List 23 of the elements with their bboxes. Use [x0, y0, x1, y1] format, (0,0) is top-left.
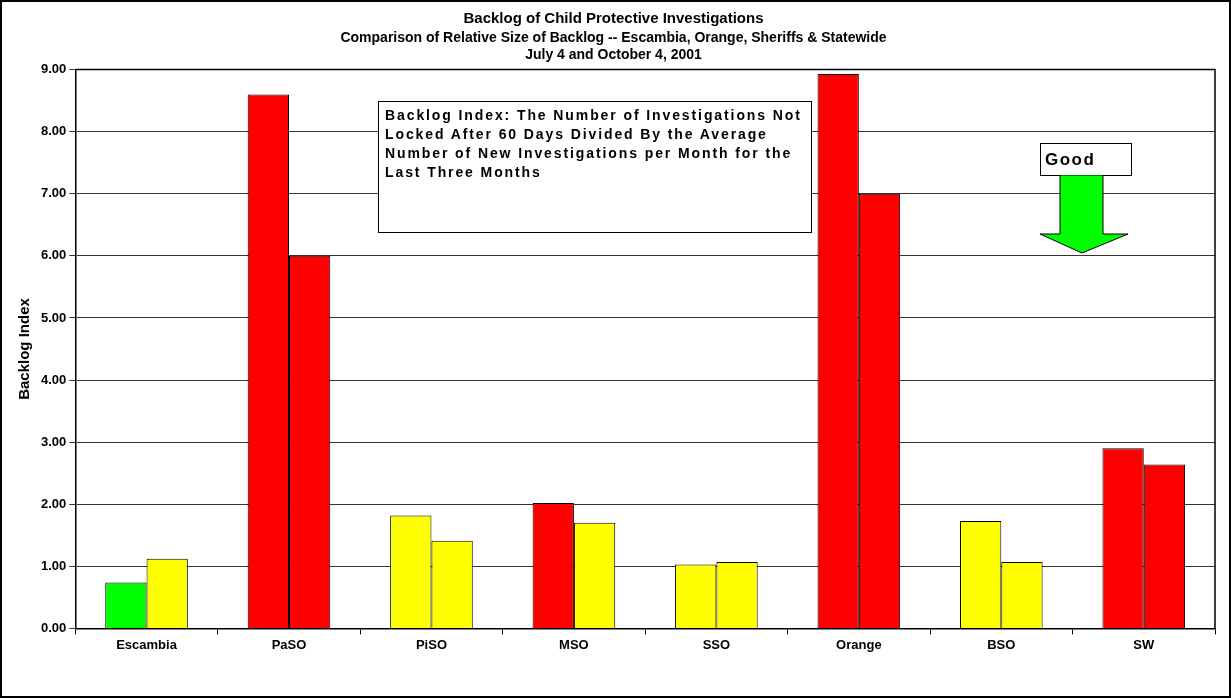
x-tick-label: SSO — [702, 636, 731, 652]
y-axis-title: Backlog Index — [15, 297, 33, 400]
y-tick-label: 6.00 — [40, 247, 67, 263]
note-box: Backlog Index: The Number of Investigations Not Locked After 60 Days Divided By the Average Number of New Investigations per Month for the Last Three Months — [378, 101, 812, 233]
x-tick-label: Escambia — [116, 636, 178, 652]
x-tick-label: BSO — [987, 636, 1016, 652]
y-tick-label: 4.00 — [40, 371, 67, 387]
x-tick-label: PiSO — [415, 636, 447, 652]
chart-title: Backlog of Child Protective Investigations — [463, 9, 764, 27]
x-tick-label: MSO — [559, 636, 589, 652]
label-box: Good — [1040, 143, 1132, 176]
x-tick-label: Orange — [836, 636, 882, 652]
y-tick-label: 9.00 — [40, 61, 67, 77]
y-tick-label: 3.00 — [40, 433, 67, 449]
y-tick-label: 0.00 — [40, 619, 67, 635]
y-tick-label: 7.00 — [40, 185, 67, 201]
y-tick-label: 1.00 — [40, 557, 67, 573]
y-tick-label: 2.00 — [40, 495, 67, 511]
x-tick-label: SW — [1133, 636, 1155, 652]
y-tick-label: 5.00 — [40, 309, 67, 325]
y-tick-label: 8.00 — [40, 123, 67, 139]
x-tick-label: PaSO — [271, 636, 307, 652]
chart-subtitle: Comparison of Relative Size of Backlog -- Escambia, Orange, Sheriffs & Statewide July 4 and October 4, 2001 — [340, 29, 887, 63]
